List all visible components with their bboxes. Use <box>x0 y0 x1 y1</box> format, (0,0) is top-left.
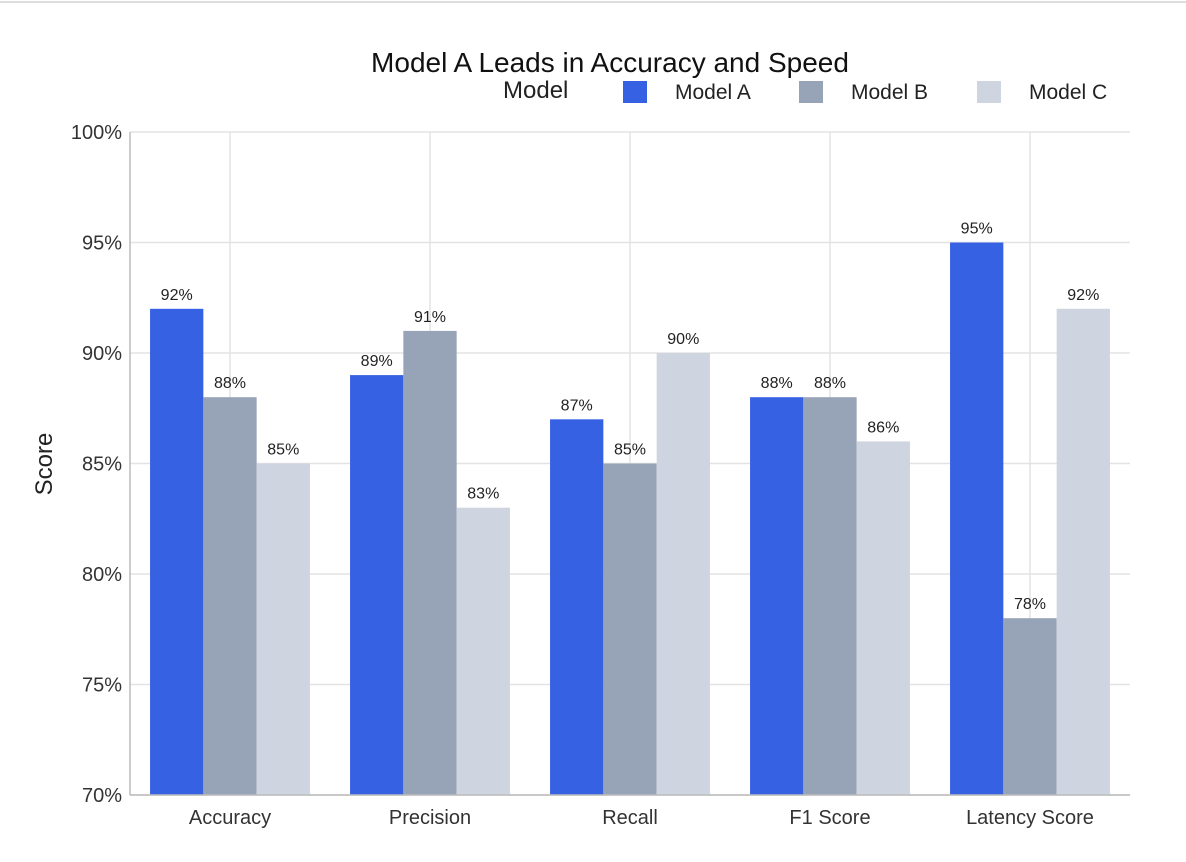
y-tick-label: 85% <box>82 454 122 476</box>
y-tick-label: 70% <box>82 785 122 807</box>
data-label: 83% <box>467 486 499 503</box>
data-label: 92% <box>161 287 193 304</box>
bar-model-c <box>256 463 310 795</box>
chart-title: Model A Leads in Accuracy and Speed <box>371 47 849 78</box>
bar-model-c <box>656 353 710 795</box>
bar-model-b <box>1003 618 1057 795</box>
data-label: 88% <box>214 375 246 392</box>
data-label: 87% <box>561 397 593 414</box>
bar-model-a <box>550 419 604 795</box>
data-label: 91% <box>414 309 446 326</box>
y-tick-label: 90% <box>82 343 122 365</box>
bar-model-c <box>1056 308 1110 795</box>
bar-model-a <box>150 308 204 795</box>
bar-model-a <box>950 242 1004 795</box>
bar-model-a <box>750 397 804 795</box>
data-label: 88% <box>814 375 846 392</box>
bar-model-b <box>203 397 257 795</box>
data-label: 85% <box>267 442 299 459</box>
x-tick-label: Latency Score <box>966 807 1094 829</box>
x-tick-label: Recall <box>602 807 658 829</box>
legend-entry: Model B <box>851 81 928 104</box>
bar-model-c <box>456 507 510 795</box>
data-label: 90% <box>667 331 699 348</box>
legend: Model Model A Model B Model C <box>503 77 1107 104</box>
legend-entry: Model A <box>675 81 751 104</box>
bars: 92% 88% 85% 89% 91% 83% 87% 85% 90% 88% 88% 86% 95% 7… <box>150 221 1110 795</box>
data-label: 85% <box>614 442 646 459</box>
data-label: 92% <box>1067 287 1099 304</box>
data-label: 78% <box>1014 596 1046 613</box>
bar-model-b <box>403 330 457 795</box>
legend-swatch <box>623 81 647 103</box>
y-tick-label: 75% <box>82 675 122 697</box>
y-tick-label: 95% <box>82 233 122 255</box>
legend-title: Model <box>503 77 568 104</box>
x-tick-label: Precision <box>389 807 471 829</box>
bar-model-a <box>350 375 404 795</box>
legend-swatch <box>799 81 823 103</box>
data-label: 88% <box>761 375 793 392</box>
y-axis-label: Score <box>31 433 58 496</box>
bar-model-c <box>856 441 910 795</box>
x-tick-label: Accuracy <box>189 807 271 829</box>
x-tick-label: F1 Score <box>789 807 870 829</box>
data-label: 95% <box>961 221 993 238</box>
bar-model-b <box>603 463 657 795</box>
y-tick-label: 100% <box>71 122 122 144</box>
bar-model-b <box>803 397 857 795</box>
axes: 70% 75% 80% 85% 90% 95% 100% Accuracy Precision R… <box>71 122 1130 829</box>
legend-entry: Model C <box>1029 81 1107 104</box>
data-label: 89% <box>361 353 393 370</box>
y-tick-label: 80% <box>82 564 122 586</box>
data-label: 86% <box>867 419 899 436</box>
legend-swatch <box>977 81 1001 103</box>
